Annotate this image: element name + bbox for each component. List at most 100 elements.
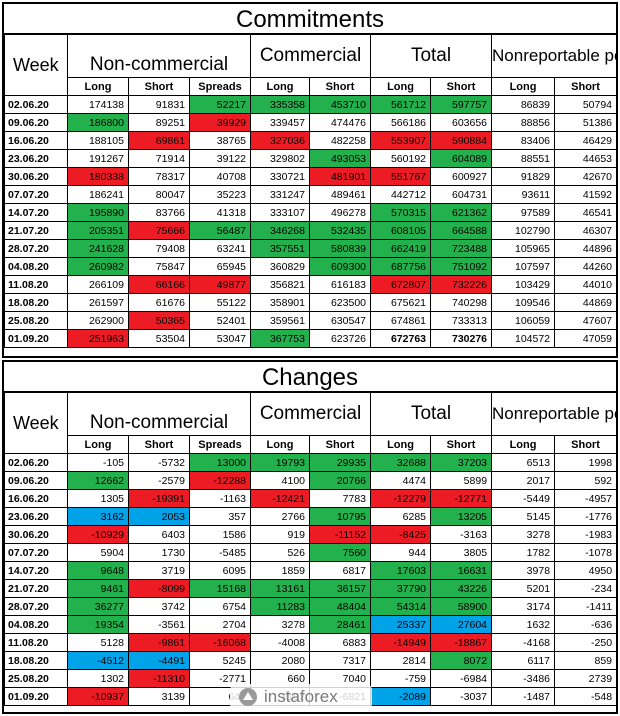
table-row: 16.06.20 1305 -19391 -1163 -12421 7783 -12279-… (4, 489, 618, 508)
long-header: Long (67, 435, 129, 454)
changes-table: Week Non-commercial Commercial Total Non… (4, 392, 618, 706)
value-cell: -6984 (430, 669, 493, 688)
value-cell: -2089 (370, 687, 432, 706)
value-cell: 7317 (308, 651, 372, 670)
week-cell: 02.06.20 (4, 453, 68, 472)
value-cell: 723488 (430, 239, 493, 258)
value-cell: 188105 (67, 131, 129, 150)
value-cell: -636 (554, 615, 618, 634)
value-cell: 5904 (67, 543, 129, 562)
week-cell: 23.06.20 (4, 149, 68, 168)
value-cell: 46429 (554, 131, 618, 150)
value-cell: 35223 (189, 185, 251, 204)
value-cell: 44653 (554, 149, 618, 168)
value-cell: 89251 (128, 113, 190, 132)
table-row: 21.07.20 9461 -8099 15168 13161 36157 37790 432… (4, 579, 618, 598)
value-cell: 88856 (491, 113, 556, 132)
value-cell: -250 (554, 633, 618, 652)
value-cell: 17603 (370, 561, 432, 580)
value-cell: 186241 (67, 185, 129, 204)
value-cell: 49877 (189, 275, 251, 294)
value-cell: -4512 (67, 651, 129, 670)
week-cell: 11.08.20 (4, 633, 68, 652)
value-cell: 63241 (189, 239, 251, 258)
value-cell: 580839 (308, 239, 372, 258)
value-cell: 41318 (189, 203, 251, 222)
noncommercial-header: Non-commercial (67, 34, 251, 78)
value-cell: 3719 (128, 561, 190, 580)
value-cell: 674861 (370, 311, 432, 330)
value-cell: -9861 (128, 633, 190, 652)
week-cell: 09.06.20 (4, 113, 68, 132)
value-cell: 608105 (370, 221, 432, 240)
value-cell: -5449 (491, 489, 556, 508)
table-row: 09.06.20 12662 -2579 -12288 4100 20766 4474 589… (4, 471, 618, 490)
value-cell: 51386 (554, 113, 618, 132)
commitments-table: Week Non-commercial Commercial Total Non… (4, 34, 618, 348)
value-cell: 36277 (67, 597, 129, 616)
value-cell: 53047 (189, 329, 251, 348)
value-cell: 20766 (308, 471, 372, 490)
week-header: Week (4, 392, 68, 454)
value-cell: 330721 (250, 167, 310, 186)
value-cell: 186800 (67, 113, 129, 132)
value-cell: 71914 (128, 149, 190, 168)
value-cell: 944 (370, 543, 432, 562)
table-row: 30.06.20 -10929 6403 1586 919 -11152 -8425 -316… (4, 525, 618, 544)
value-cell: 442712 (370, 185, 432, 204)
changes-body: 02.06.20 -105 -5732 13000 19793 29935 32688 372… (4, 453, 618, 706)
value-cell: 52217 (189, 95, 251, 114)
long-header: Long (491, 77, 556, 96)
value-cell: 3742 (128, 597, 190, 616)
value-cell: 604089 (430, 149, 493, 168)
value-cell: -8099 (128, 579, 190, 598)
table-row: 07.07.20 5904 1730 -5485 526 7560 944 3805 1782-… (4, 543, 618, 562)
value-cell: 919 (250, 525, 310, 544)
value-cell: 600927 (430, 167, 493, 186)
value-cell: 44869 (554, 293, 618, 312)
table-row: 11.08.20 266109 66166 49877 356821 616183 6728… (4, 275, 618, 294)
value-cell: 32688 (370, 453, 432, 472)
value-cell: -16068 (189, 633, 251, 652)
value-cell: 83406 (491, 131, 556, 150)
value-cell: 3278 (250, 615, 310, 634)
value-cell: 553907 (370, 131, 432, 150)
table-row: 25.08.20 262900 50365 52401 359561 630547 6748… (4, 311, 618, 330)
value-cell: -3561 (128, 615, 190, 634)
value-cell: 493053 (308, 149, 372, 168)
watermark-text: instaforex (264, 687, 338, 706)
value-cell: 687756 (370, 257, 432, 276)
value-cell: 496278 (308, 203, 372, 222)
value-cell: 55122 (189, 293, 251, 312)
value-cell: 2053 (128, 507, 190, 526)
value-cell: 6883 (308, 633, 372, 652)
value-cell: 357 (189, 507, 251, 526)
value-cell: 6513 (491, 453, 556, 472)
value-cell: 3139 (128, 687, 190, 706)
value-cell: 1859 (250, 561, 310, 580)
value-cell: 37790 (370, 579, 432, 598)
value-cell: 551767 (370, 167, 432, 186)
value-cell: 15168 (189, 579, 251, 598)
week-cell: 21.07.20 (4, 579, 68, 598)
table-row: 28.07.20 36277 3742 6754 11283 48404 54314 5890… (4, 597, 618, 616)
spreads-header: Spreads (189, 77, 251, 96)
long-header: Long (67, 77, 129, 96)
value-cell: 532435 (308, 221, 372, 240)
value-cell: -1078 (554, 543, 618, 562)
table-row: 23.06.20 3162 2053 357 2766 10795 6285 13205 514… (4, 507, 618, 526)
value-cell: 106059 (491, 311, 556, 330)
value-cell: 6817 (308, 561, 372, 580)
value-cell: 48404 (308, 597, 372, 616)
value-cell: 61676 (128, 293, 190, 312)
table-row: 09.06.20 186800 89251 39929 339457 474476 5661… (4, 113, 618, 132)
value-cell: -8425 (370, 525, 432, 544)
value-cell: 603656 (430, 113, 493, 132)
value-cell: 6095 (189, 561, 251, 580)
week-cell: 18.08.20 (4, 293, 68, 312)
long-header: Long (491, 435, 556, 454)
value-cell: -14949 (370, 633, 432, 652)
value-cell: 12662 (67, 471, 129, 490)
table-row: 30.06.20 180338 78317 40708 330721 481901 5517… (4, 167, 618, 186)
value-cell: 616183 (308, 275, 372, 294)
